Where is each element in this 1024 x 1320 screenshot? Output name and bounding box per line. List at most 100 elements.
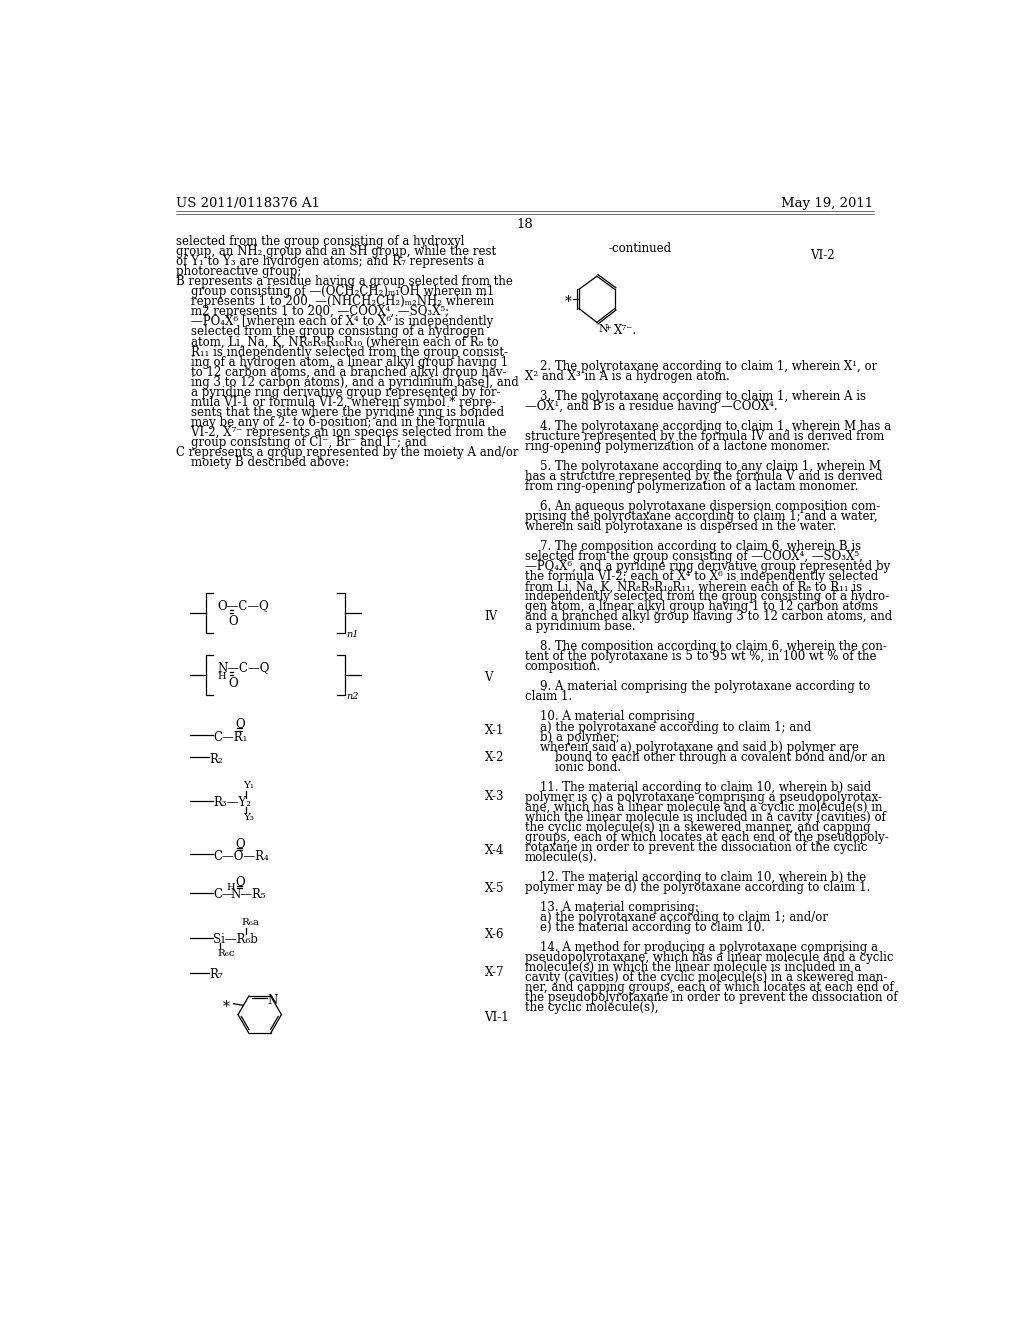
Text: —OX¹, and B is a residue having —COOX⁴.: —OX¹, and B is a residue having —COOX⁴. (524, 400, 777, 413)
Text: has a structure represented by the formula V and is derived: has a structure represented by the formu… (524, 470, 883, 483)
Text: N: N (267, 994, 278, 1007)
Text: selected from the group consisting of a hydrogen: selected from the group consisting of a … (176, 326, 484, 338)
Text: +: + (604, 323, 611, 331)
Text: C—O—R₄: C—O—R₄ (213, 850, 269, 863)
Text: molecule(s) in which the linear molecule is included in a: molecule(s) in which the linear molecule… (524, 961, 861, 974)
Text: 13. A material comprising:: 13. A material comprising: (524, 900, 698, 913)
Text: 11. The material according to claim 10, wherein b) said: 11. The material according to claim 10, … (524, 780, 871, 793)
Text: *: * (222, 1001, 229, 1014)
Text: polymer is c) a polyrotaxane comprising a pseudopolyrotax-: polymer is c) a polyrotaxane comprising … (524, 791, 882, 804)
Text: —PO₄X⁶, and a pyridine ring derivative group represented by: —PO₄X⁶, and a pyridine ring derivative g… (524, 560, 890, 573)
Text: which the linear molecule is included in a cavity (cavities) of: which the linear molecule is included in… (524, 810, 886, 824)
Text: and a branched alkyl group having 3 to 12 carbon atoms, and: and a branched alkyl group having 3 to 1… (524, 610, 892, 623)
Text: 8. The composition according to claim 6, wherein the con-: 8. The composition according to claim 6,… (524, 640, 887, 653)
Text: group consisting of Cl⁻, Br⁻ and I⁻; and: group consisting of Cl⁻, Br⁻ and I⁻; and (176, 436, 427, 449)
Text: structure represented by the formula IV and is derived from: structure represented by the formula IV … (524, 430, 884, 444)
Text: to 12 carbon atoms, and a branched alkyl group hav-: to 12 carbon atoms, and a branched alkyl… (176, 366, 507, 379)
Text: N—C—Q: N—C—Q (217, 661, 269, 675)
Text: X⁷⁻.: X⁷⁻. (614, 323, 637, 337)
Text: R₁₁ is independently selected from the group consist-: R₁₁ is independently selected from the g… (176, 346, 508, 359)
Text: O—C—Q: O—C—Q (217, 599, 269, 612)
Text: C—R₁: C—R₁ (213, 730, 248, 743)
Text: ionic bond.: ionic bond. (524, 760, 621, 774)
Text: atom, Li, Na, K, NR₈R₉R₁₀R₁₀ (wherein each of R₈ to: atom, Li, Na, K, NR₈R₉R₁₀R₁₀ (wherein ea… (176, 335, 499, 348)
Text: R₇: R₇ (209, 969, 223, 982)
Text: N: N (598, 323, 608, 334)
Text: a) the polyrotaxane according to claim 1; and: a) the polyrotaxane according to claim 1… (524, 721, 811, 734)
Text: wherein said a) polyrotaxane and said b) polymer are: wherein said a) polyrotaxane and said b)… (524, 741, 859, 754)
Text: May 19, 2011: May 19, 2011 (781, 197, 873, 210)
Text: 7. The composition according to claim 6, wherein B is: 7. The composition according to claim 6,… (524, 540, 861, 553)
Text: 12. The material according to claim 10, wherein b) the: 12. The material according to claim 10, … (524, 871, 866, 883)
Text: from Li, Na, K, NR₈R₉R₁₀R₁₁, wherein each of R₈ to R₁₁ is: from Li, Na, K, NR₈R₉R₁₀R₁₁, wherein eac… (524, 581, 862, 594)
Text: 9. A material comprising the polyrotaxane according to: 9. A material comprising the polyrotaxan… (524, 681, 870, 693)
Text: photoreactive group;: photoreactive group; (176, 265, 301, 279)
Text: polymer may be d) the polyrotaxane according to claim 1.: polymer may be d) the polyrotaxane accor… (524, 880, 870, 894)
Text: *: * (565, 294, 572, 309)
Text: e) the material according to claim 10.: e) the material according to claim 10. (524, 921, 765, 933)
Text: C represents a group represented by the moiety A and/or: C represents a group represented by the … (176, 446, 518, 458)
Text: tent of the polyrotaxane is 5 to 95 wt %, in 100 wt % of the: tent of the polyrotaxane is 5 to 95 wt %… (524, 651, 877, 664)
Text: a) the polyrotaxane according to claim 1; and/or: a) the polyrotaxane according to claim 1… (524, 911, 827, 924)
Text: composition.: composition. (524, 660, 601, 673)
Text: VI-2: VI-2 (810, 249, 835, 263)
Text: X-1: X-1 (484, 725, 504, 738)
Text: VI-2, X⁷⁻ represents an ion species selected from the: VI-2, X⁷⁻ represents an ion species sele… (176, 425, 507, 438)
Text: pseudopolyrotaxane, which has a linear molecule and a cyclic: pseudopolyrotaxane, which has a linear m… (524, 950, 893, 964)
Text: ing 3 to 12 carbon atoms), and a pyridinium base], and: ing 3 to 12 carbon atoms), and a pyridin… (176, 376, 519, 388)
Text: X-4: X-4 (484, 843, 504, 857)
Text: bound to each other through a covalent bond and/or an: bound to each other through a covalent b… (524, 751, 885, 763)
Text: ring-opening polymerization of a lactone monomer.: ring-opening polymerization of a lactone… (524, 441, 829, 453)
Text: O: O (228, 677, 238, 689)
Text: the formula VI-2; each of X⁴ to X⁶ is independently selected: the formula VI-2; each of X⁴ to X⁶ is in… (524, 570, 878, 583)
Text: X² and X³ in A is a hydrogen atom.: X² and X³ in A is a hydrogen atom. (524, 370, 729, 383)
Text: mula VI-1 or formula VI-2, wherein symbol * repre-: mula VI-1 or formula VI-2, wherein symbo… (176, 396, 496, 409)
Text: 2. The polyrotaxane according to claim 1, wherein X¹, or: 2. The polyrotaxane according to claim 1… (524, 360, 877, 374)
Text: wherein said polyrotaxane is dispersed in the water.: wherein said polyrotaxane is dispersed i… (524, 520, 837, 533)
Text: b) a polymer;: b) a polymer; (524, 730, 620, 743)
Text: C—: C— (213, 888, 234, 902)
Text: independently selected from the group consisting of a hydro-: independently selected from the group co… (524, 590, 889, 603)
Text: 4. The polyrotaxane according to claim 1, wherein M has a: 4. The polyrotaxane according to claim 1… (524, 420, 891, 433)
Text: R₆c: R₆c (217, 949, 234, 958)
Text: X-5: X-5 (484, 882, 504, 895)
Text: 5. The polyrotaxane according to any claim 1, wherein M: 5. The polyrotaxane according to any cla… (524, 461, 881, 474)
Text: ane, which has a linear molecule and a cyclic molecule(s) in: ane, which has a linear molecule and a c… (524, 800, 883, 813)
Text: O: O (228, 615, 238, 628)
Text: V: V (484, 671, 493, 684)
Text: claim 1.: claim 1. (524, 690, 572, 704)
Text: molecule(s).: molecule(s). (524, 850, 598, 863)
Text: a pyridine ring derivative group represented by for-: a pyridine ring derivative group represe… (176, 385, 501, 399)
Text: O: O (234, 876, 245, 890)
Text: X-7: X-7 (484, 966, 504, 979)
Text: from ring-opening polymerization of a lactam monomer.: from ring-opening polymerization of a la… (524, 480, 858, 494)
Text: sents that the site where the pyridine ring is bonded: sents that the site where the pyridine r… (176, 405, 504, 418)
Text: US 2011/0118376 A1: US 2011/0118376 A1 (176, 197, 319, 210)
Text: 18: 18 (516, 218, 534, 231)
Text: Si—R₆b: Si—R₆b (213, 933, 258, 946)
Text: O: O (234, 718, 245, 731)
Text: H: H (217, 672, 225, 681)
Text: IV: IV (484, 610, 498, 623)
Text: cavity (cavities) of the cyclic molecule(s) in a skewered man-: cavity (cavities) of the cyclic molecule… (524, 970, 887, 983)
Text: R₆a: R₆a (242, 919, 260, 928)
Text: —PO₄X⁶ [wherein each of X⁴ to X⁶ is independently: —PO₄X⁶ [wherein each of X⁴ to X⁶ is inde… (176, 315, 494, 329)
Text: a pyridinium base.: a pyridinium base. (524, 620, 636, 634)
Text: H: H (226, 883, 236, 892)
Text: m2 represents 1 to 200, —COOX⁴, —SO₃X⁵;: m2 represents 1 to 200, —COOX⁴, —SO₃X⁵; (176, 305, 450, 318)
Text: selected from the group consisting of —COOX⁴, —SO₃X⁵,: selected from the group consisting of —C… (524, 550, 862, 564)
Text: 3. The polyrotaxane according to claim 1, wherein A is: 3. The polyrotaxane according to claim 1… (524, 391, 866, 403)
Text: rotaxane in order to prevent the dissociation of the cyclic: rotaxane in order to prevent the dissoci… (524, 841, 867, 854)
Text: ing of a hydrogen atom, a linear alkyl group having 1: ing of a hydrogen atom, a linear alkyl g… (176, 355, 508, 368)
Text: selected from the group consisting of a hydroxyl: selected from the group consisting of a … (176, 235, 465, 248)
Text: gen atom, a linear alkyl group having 1 to 12 carbon atoms: gen atom, a linear alkyl group having 1 … (524, 601, 878, 614)
Text: ner, and capping groups, each of which locates at each end of: ner, and capping groups, each of which l… (524, 981, 894, 994)
Text: R₂: R₂ (209, 752, 223, 766)
Text: groups, each of which locates at each end of the pseudopoly-: groups, each of which locates at each en… (524, 830, 889, 843)
Text: 10. A material comprising: 10. A material comprising (524, 710, 694, 723)
Text: represents 1 to 200, —(NHCH₂CH₂)ₘ₂NH₂ wherein: represents 1 to 200, —(NHCH₂CH₂)ₘ₂NH₂ wh… (176, 296, 495, 309)
Text: X-6: X-6 (484, 928, 504, 941)
Text: 14. A method for producing a polyrotaxane comprising a: 14. A method for producing a polyrotaxan… (524, 941, 878, 954)
Text: n1: n1 (346, 631, 359, 639)
Text: the cyclic molecule(s),: the cyclic molecule(s), (524, 1001, 658, 1014)
